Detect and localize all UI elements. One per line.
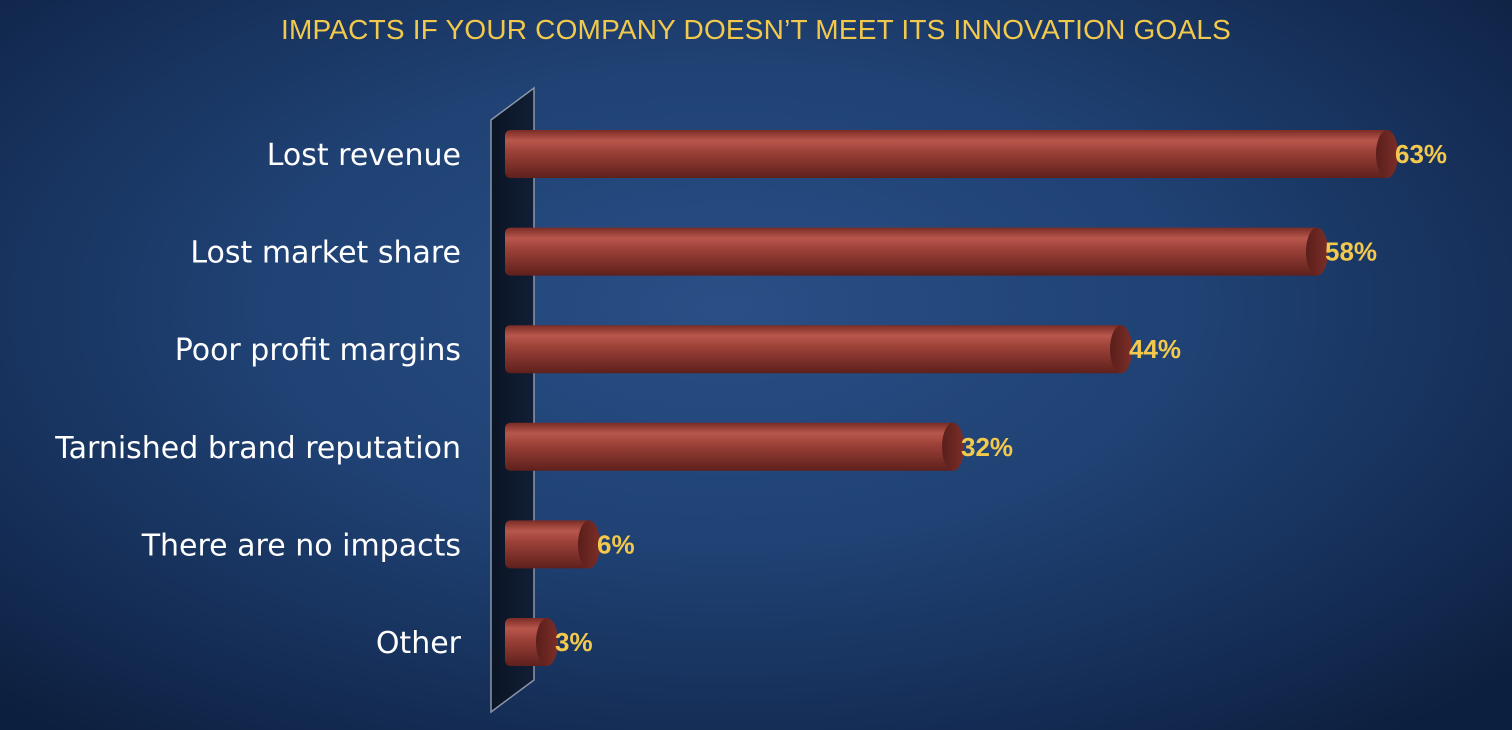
- bar: [505, 227, 1328, 276]
- value-label: 6%: [597, 529, 635, 559]
- bar: [505, 520, 600, 569]
- bar-body: [505, 618, 547, 666]
- value-label: 58%: [1325, 237, 1377, 267]
- chart-title: IMPACTS IF YOUR COMPANY DOESN’T MEET ITS…: [280, 14, 1232, 45]
- bar-body: [505, 422, 953, 471]
- bar-end-cap: [1376, 130, 1398, 178]
- bar: [505, 618, 558, 666]
- value-label: 32%: [961, 432, 1013, 462]
- category-label: Poor profit margins: [175, 333, 461, 368]
- category-label: Lost market share: [190, 236, 461, 271]
- bar-end-cap: [578, 520, 600, 569]
- bar-end-cap: [942, 422, 964, 471]
- bar-end-cap: [1110, 325, 1132, 374]
- bar: [505, 325, 1132, 374]
- category-label: There are no impacts: [141, 528, 461, 563]
- bar-end-cap: [536, 618, 558, 666]
- bar-end-cap: [1306, 227, 1328, 276]
- bar: [505, 422, 964, 471]
- category-label: Tarnished brand reputation: [54, 431, 461, 466]
- bar-body: [505, 520, 589, 569]
- bar-body: [505, 325, 1121, 374]
- category-label: Lost revenue: [267, 138, 461, 173]
- bar-body: [505, 227, 1317, 276]
- value-label: 3%: [555, 627, 593, 657]
- category-label: Other: [376, 626, 462, 661]
- labels-layer: Lost revenue 63% Lost market share 58% Poor …: [54, 138, 1447, 661]
- value-label: 44%: [1129, 334, 1181, 364]
- bar-body: [505, 130, 1387, 178]
- value-label: 63%: [1395, 139, 1447, 169]
- bar: [505, 130, 1398, 178]
- bars-layer: [505, 130, 1398, 666]
